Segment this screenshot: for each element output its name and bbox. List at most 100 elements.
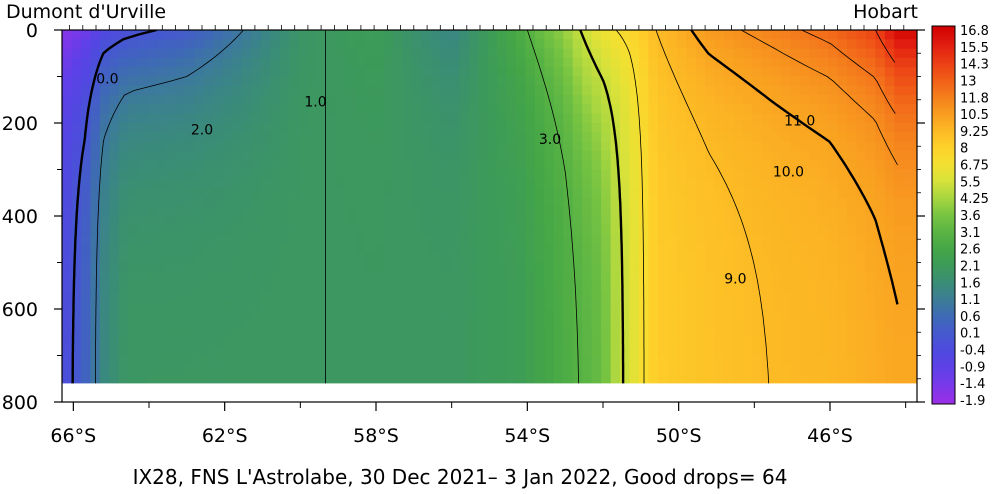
colorbar-label: 11.8 (960, 91, 989, 106)
x-tick-label: 46°S (807, 425, 853, 447)
heatmap-cell (563, 160, 574, 171)
heatmap-cell (497, 141, 508, 152)
heatmap-cell (620, 95, 631, 105)
heatmap-cell (733, 76, 744, 87)
heatmap-cell (790, 234, 801, 245)
heatmap-cell (563, 271, 574, 282)
heatmap-cell (62, 123, 73, 133)
heatmap-cell (695, 95, 706, 105)
heatmap-cell (620, 290, 631, 301)
heatmap-cell (298, 132, 309, 143)
heatmap-cell (128, 160, 139, 171)
heatmap-cell (638, 141, 649, 152)
heatmap-cell (837, 67, 848, 78)
heatmap-cell (289, 355, 300, 366)
heatmap-cell (865, 132, 876, 143)
heatmap-cell (525, 197, 536, 208)
heatmap-cell (298, 271, 309, 282)
heatmap-cell (686, 206, 697, 217)
heatmap-cell (137, 206, 148, 217)
heatmap-cell (743, 364, 754, 375)
heatmap-cell (71, 364, 82, 375)
heatmap-cell (298, 104, 309, 115)
heatmap-cell (232, 243, 243, 254)
heatmap-cell (638, 160, 649, 171)
heatmap-cell (733, 188, 744, 198)
heatmap-cell (610, 346, 621, 357)
heatmap-cell (790, 132, 801, 143)
heatmap-cell (724, 76, 735, 87)
heatmap-cell (761, 76, 772, 87)
heatmap-cell (563, 113, 574, 124)
heatmap-cell (270, 290, 281, 301)
heatmap-cell (525, 160, 536, 171)
heatmap-cell (733, 309, 744, 319)
heatmap-cell (837, 309, 848, 319)
heatmap-cell (185, 141, 196, 152)
heatmap-cell (364, 216, 375, 226)
heatmap-cell (629, 123, 640, 133)
heatmap-cell (298, 355, 309, 366)
heatmap-cell (90, 309, 101, 319)
heatmap-cell (222, 253, 233, 264)
heatmap-cell (761, 123, 772, 133)
heatmap-cell (733, 346, 744, 357)
heatmap-cell (771, 262, 782, 273)
heatmap-cell (563, 364, 574, 375)
heatmap-cell (487, 355, 498, 366)
heatmap-cell (355, 336, 366, 347)
heatmap-cell (137, 188, 148, 198)
heatmap-cell (175, 243, 186, 254)
heatmap-cell (695, 150, 706, 161)
heatmap-cell (591, 76, 602, 87)
heatmap-cell (620, 160, 631, 171)
heatmap-cell (440, 160, 451, 171)
heatmap-cell (525, 188, 536, 198)
heatmap-cell (317, 132, 328, 143)
heatmap-cell (185, 364, 196, 375)
heatmap-cell (743, 281, 754, 291)
heatmap-cell (336, 113, 347, 124)
heatmap-cell (743, 178, 754, 189)
heatmap-cell (345, 141, 356, 152)
heatmap-cell (383, 290, 394, 301)
heatmap-cell (128, 48, 139, 59)
heatmap-cell (137, 234, 148, 245)
heatmap-cell (459, 253, 470, 264)
heatmap-cell (374, 48, 385, 59)
heatmap-cell (137, 253, 148, 264)
heatmap-cell (610, 95, 621, 105)
heatmap-cell (638, 234, 649, 245)
heatmap-cell (743, 67, 754, 78)
heatmap-cell (695, 197, 706, 208)
heatmap-cell (156, 197, 167, 208)
heatmap-cell (620, 336, 631, 347)
heatmap-cell (544, 150, 555, 161)
heatmap-cell (601, 48, 612, 59)
heatmap-cell (525, 76, 536, 87)
heatmap-cell (771, 197, 782, 208)
heatmap-cell (629, 281, 640, 291)
heatmap-cell (128, 309, 139, 319)
heatmap-cell (780, 169, 791, 180)
heatmap-cell (572, 95, 583, 105)
heatmap-cell (705, 123, 716, 133)
heatmap-cell (743, 95, 754, 105)
heatmap-cell (894, 197, 905, 208)
heatmap-cell (553, 225, 564, 236)
heatmap-cell (90, 271, 101, 282)
heatmap-cell (147, 150, 158, 161)
heatmap-cell (430, 48, 441, 59)
heatmap-cell (317, 225, 328, 236)
heatmap-cell (251, 364, 262, 375)
heatmap-cell (818, 234, 829, 245)
heatmap-cell (714, 76, 725, 87)
heatmap-cell (591, 150, 602, 161)
heatmap-cell (743, 48, 754, 59)
heatmap-cell (251, 132, 262, 143)
heatmap-cell (657, 290, 668, 301)
heatmap-cell (128, 243, 139, 254)
heatmap-cell (780, 234, 791, 245)
heatmap-cell (411, 225, 422, 236)
heatmap-cell (175, 95, 186, 105)
